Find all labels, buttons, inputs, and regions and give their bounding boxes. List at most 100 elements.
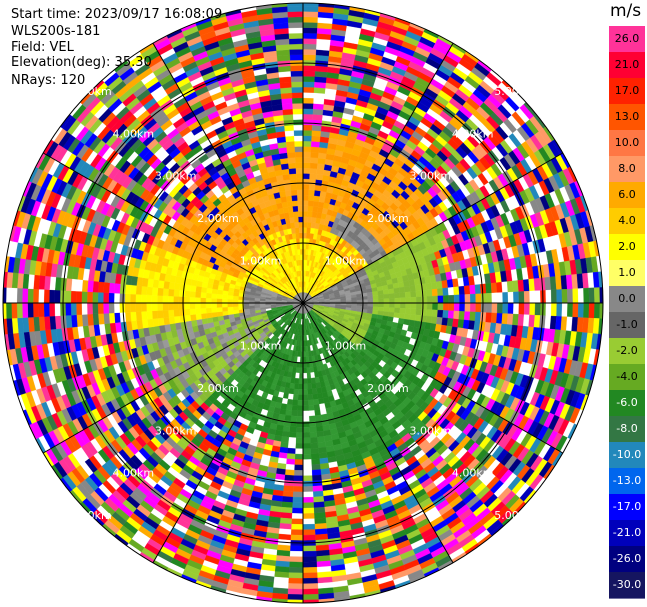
range-bin: [470, 293, 476, 304]
range-bin: [302, 119, 313, 126]
range-bin: [389, 298, 395, 304]
range-bin: [448, 294, 455, 304]
range-bin: [293, 383, 299, 390]
range-bin: [518, 291, 525, 304]
range-bin: [399, 302, 406, 309]
range-bin: [534, 290, 541, 304]
range-bin: [502, 302, 509, 314]
range-bin: [310, 146, 320, 153]
range-bin: [383, 298, 390, 304]
range-bin: [302, 394, 309, 401]
range-bin: [290, 410, 298, 417]
range-bin: [302, 65, 316, 72]
range-bin: [135, 311, 143, 321]
range-bin: [437, 302, 444, 311]
range-bin: [415, 290, 422, 298]
range-bin: [426, 309, 433, 317]
range-bin: [485, 283, 492, 294]
range-bin: [425, 282, 433, 291]
range-bin: [409, 285, 416, 292]
range-bin: [302, 443, 311, 449]
range-bin: [281, 496, 293, 503]
range-bin: [302, 49, 317, 56]
range-bin: [290, 415, 298, 422]
range-bin: [290, 523, 304, 530]
range-bin: [287, 442, 296, 449]
range-bin: [302, 389, 308, 395]
range-bin: [289, 545, 304, 552]
range-bin: [293, 480, 304, 487]
range-bin: [279, 517, 292, 525]
range-bin: [502, 292, 509, 304]
range-bin: [302, 5, 319, 12]
range-bin: [469, 311, 476, 322]
range-bin: [378, 302, 385, 308]
range-bin: [302, 97, 314, 104]
range-bin: [313, 404, 321, 411]
range-bin: [306, 367, 311, 374]
range-bin: [302, 54, 317, 61]
range-bin: [377, 290, 384, 296]
range-bin: [302, 561, 317, 568]
range-bin: [306, 372, 312, 379]
range-bin: [289, 561, 304, 568]
range-bin: [297, 405, 304, 412]
range-bin: [447, 287, 455, 296]
range-bin: [464, 294, 471, 304]
range-bin: [314, 190, 321, 197]
range-bin: [297, 394, 304, 401]
range-bin: [518, 302, 525, 315]
range-bin: [317, 392, 324, 400]
range-bin: [311, 135, 321, 143]
range-bin: [512, 313, 519, 326]
range-bin: [302, 550, 317, 557]
range-bin: [561, 289, 568, 304]
range-bin: [287, 594, 304, 601]
range-bin: [307, 383, 313, 390]
range-bin: [464, 302, 471, 312]
range-bin: [311, 469, 322, 476]
range-bin: [307, 216, 313, 223]
range-bin: [475, 302, 482, 313]
range-bin: [405, 297, 412, 304]
range-bin: [302, 76, 316, 83]
range-bin: [313, 398, 320, 406]
range-bin: [485, 312, 492, 323]
range-bin: [302, 486, 314, 493]
range-bin: [285, 458, 295, 465]
range-bin: [288, 577, 304, 584]
range-bin: [288, 572, 304, 579]
range-bin: [200, 313, 208, 320]
range-bin: [399, 307, 406, 314]
range-bin: [404, 313, 411, 321]
range-bin: [302, 577, 318, 584]
range-bin: [491, 302, 498, 314]
range-bin: [227, 302, 234, 308]
range-bin: [280, 512, 293, 519]
range-bin: [302, 130, 313, 136]
range-bin: [293, 388, 299, 395]
range-bin: [372, 302, 379, 308]
range-bin: [248, 305, 255, 309]
range-bin: [302, 216, 308, 223]
range-bin: [302, 410, 310, 417]
range-bin: [294, 459, 304, 466]
range-bin: [594, 302, 601, 319]
range-bin: [415, 308, 422, 316]
range-bin: [293, 475, 304, 482]
range-bin: [474, 311, 482, 322]
range-bin: [356, 296, 363, 301]
range-bin: [302, 81, 315, 88]
range-bin: [311, 388, 318, 395]
range-bin: [556, 289, 563, 304]
range-bin: [394, 292, 401, 299]
range-bin: [302, 173, 310, 180]
range-bin: [291, 404, 298, 412]
range-bin: [572, 288, 579, 304]
range-bin: [432, 295, 439, 304]
range-bin: [302, 200, 309, 207]
range-bin: [205, 307, 212, 314]
range-bin: [302, 221, 308, 228]
range-bin: [302, 211, 308, 217]
range-bin: [294, 378, 300, 385]
